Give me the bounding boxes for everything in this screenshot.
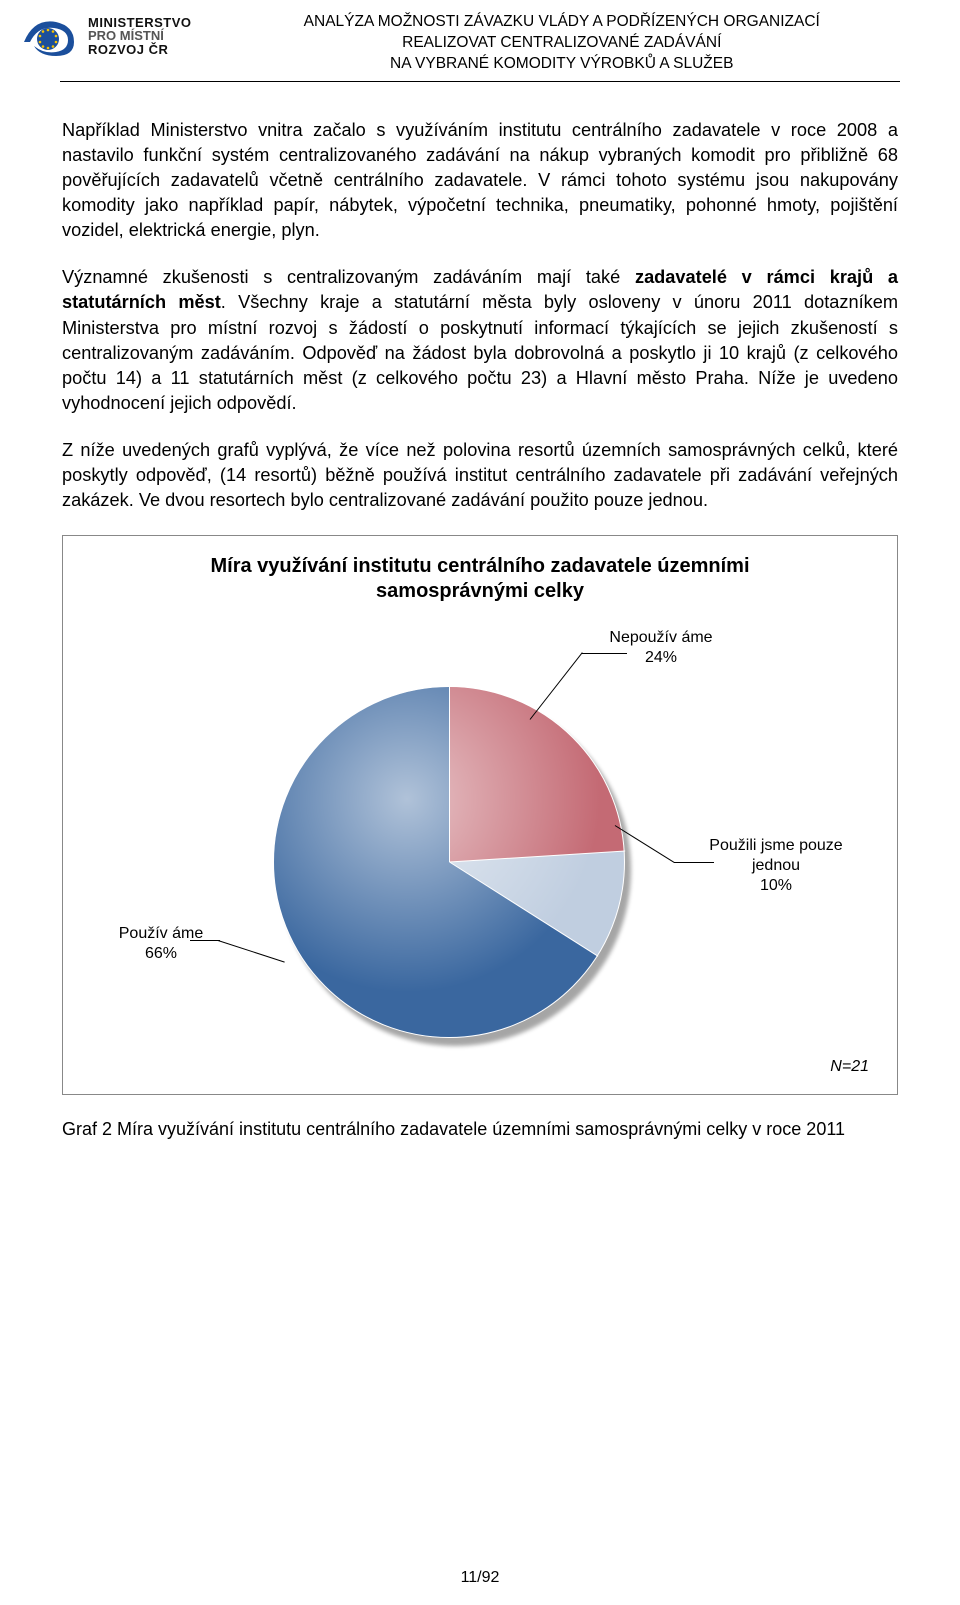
label-line: 66%	[145, 945, 177, 962]
label-line: Použív áme	[119, 925, 203, 942]
ministry-logo-text: MINISTERSTVO PRO MÍSTNÍ ROZVOJ ČR	[88, 16, 192, 57]
header-title-line-1: ANALÝZA MOŽNOSTI ZÁVAZKU VLÁDY A PODŘÍZE…	[304, 13, 820, 30]
slice-label-pouzili-jednou: Použili jsme pouze jednou 10%	[691, 836, 861, 896]
slice-separator	[449, 686, 450, 862]
slice-separator	[449, 851, 625, 863]
p2-pre: Významné zkušenosti s centralizovaným za…	[62, 267, 635, 287]
paragraph-1: Například Ministerstvo vnitra začalo s v…	[62, 118, 898, 244]
label-line: Nepoužív áme	[609, 629, 712, 646]
document-header-title: ANALÝZA MOŽNOSTI ZÁVAZKU VLÁDY A PODŘÍZE…	[204, 8, 940, 75]
pie-slices	[273, 686, 625, 1038]
paragraph-3: Z níže uvedených grafů vyplývá, že více …	[62, 438, 898, 513]
sample-size-label: N=21	[830, 1056, 869, 1078]
header-title-line-3: NA VYBRANÉ KOMODITY VÝROBKŮ A SLUŽEB	[390, 55, 733, 72]
header-title-line-2: REALIZOVAT CENTRALIZOVANÉ ZADÁVÁNÍ	[402, 34, 721, 51]
logo-line-1: MINISTERSTVO	[88, 16, 192, 30]
chart-caption: Graf 2 Míra využívání institutu centráln…	[62, 1117, 898, 1141]
chart-title-line-2: samosprávnými celky	[376, 580, 584, 602]
slice-label-nepouzivame: Nepoužív áme 24%	[591, 628, 731, 668]
pie-chart	[273, 686, 625, 1038]
pie-chart-frame: Míra využívání institutu centrálního zad…	[62, 535, 898, 1095]
slice-separator	[449, 862, 598, 957]
page-header: MINISTERSTVO PRO MÍSTNÍ ROZVOJ ČR ANALÝZ…	[0, 0, 960, 75]
label-line: Použili jsme pouze	[709, 837, 842, 854]
eu-flag-swirl-icon	[20, 12, 80, 60]
label-line: jednou	[752, 857, 800, 874]
ministry-logo: MINISTERSTVO PRO MÍSTNÍ ROZVOJ ČR	[20, 8, 192, 60]
slice-label-pouzivame: Použív áme 66%	[101, 924, 221, 964]
document-body: Například Ministerstvo vnitra začalo s v…	[0, 82, 960, 1142]
label-line: 24%	[645, 649, 677, 666]
paragraph-2: Významné zkušenosti s centralizovaným za…	[62, 265, 898, 416]
chart-title: Míra využívání institutu centrálního zad…	[83, 554, 877, 604]
chart-title-line-1: Míra využívání institutu centrálního zad…	[210, 555, 749, 577]
page-number: 11/92	[0, 1569, 960, 1587]
label-line: 10%	[760, 877, 792, 894]
logo-line-3: ROZVOJ ČR	[88, 43, 192, 57]
logo-line-2: PRO MÍSTNÍ	[88, 29, 192, 43]
